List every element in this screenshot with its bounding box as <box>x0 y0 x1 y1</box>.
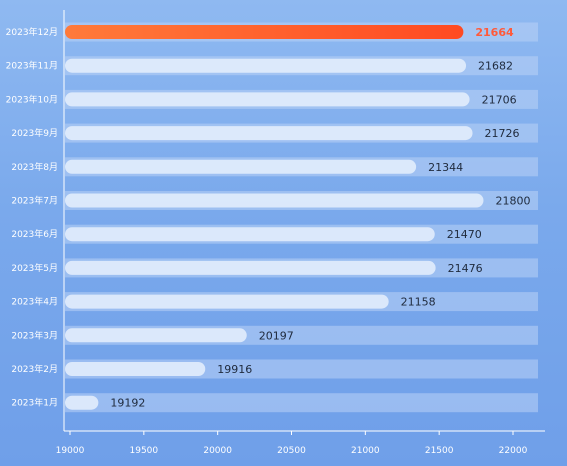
category-label: 2023年1月 <box>11 397 58 409</box>
category-label: 2023年7月 <box>11 195 58 207</box>
value-label: 21706 <box>482 93 517 106</box>
chart-bars <box>65 22 538 413</box>
category-label: 2023年6月 <box>11 228 58 240</box>
x-tick-label: 19000 <box>56 446 85 456</box>
bar-highlight <box>65 25 464 39</box>
category-label: 2023年9月 <box>11 127 58 139</box>
bar <box>65 227 435 242</box>
value-label: 20197 <box>259 329 294 342</box>
bar <box>65 395 99 410</box>
bar <box>65 362 206 376</box>
value-label: 21664 <box>475 26 514 39</box>
bar <box>65 294 389 309</box>
value-label: 21470 <box>447 228 482 241</box>
value-label: 19192 <box>110 397 145 410</box>
chart-axes: 19000 19500 20000 20500 21000 21500 22000 <box>56 10 545 456</box>
bar <box>65 193 484 208</box>
x-tick-label: 19500 <box>130 446 159 456</box>
bar-track <box>65 393 538 413</box>
x-tick-label: 20500 <box>277 446 306 456</box>
value-label: 21800 <box>495 195 530 208</box>
value-label: 21344 <box>428 161 463 174</box>
x-tick-label: 21500 <box>425 446 454 456</box>
x-tick-label: 20000 <box>203 446 232 456</box>
category-label: 2023年4月 <box>11 296 58 308</box>
category-label: 2023年10月 <box>6 93 58 105</box>
bar <box>65 159 417 174</box>
category-label: 2023年3月 <box>11 329 58 341</box>
bar <box>65 328 247 343</box>
category-label: 2023年5月 <box>11 262 58 274</box>
category-label: 2023年11月 <box>6 60 58 72</box>
category-label: 2023年12月 <box>6 26 58 38</box>
value-label: 21682 <box>478 60 513 73</box>
chart-labels: 2023年12月 21664 2023年11月 21682 2023年10月 21706 2… <box>6 26 531 410</box>
bar <box>65 260 436 275</box>
category-label: 2023年8月 <box>11 161 58 173</box>
bar <box>65 58 467 73</box>
bar <box>65 92 470 107</box>
bar <box>65 126 473 141</box>
value-label: 21158 <box>401 296 436 309</box>
x-tick-label: 21000 <box>351 446 380 456</box>
value-label: 21726 <box>485 127 520 140</box>
value-label: 21476 <box>448 262 483 275</box>
value-label: 19916 <box>217 363 252 376</box>
x-tick-label: 22000 <box>499 446 528 456</box>
category-label: 2023年2月 <box>11 363 58 375</box>
